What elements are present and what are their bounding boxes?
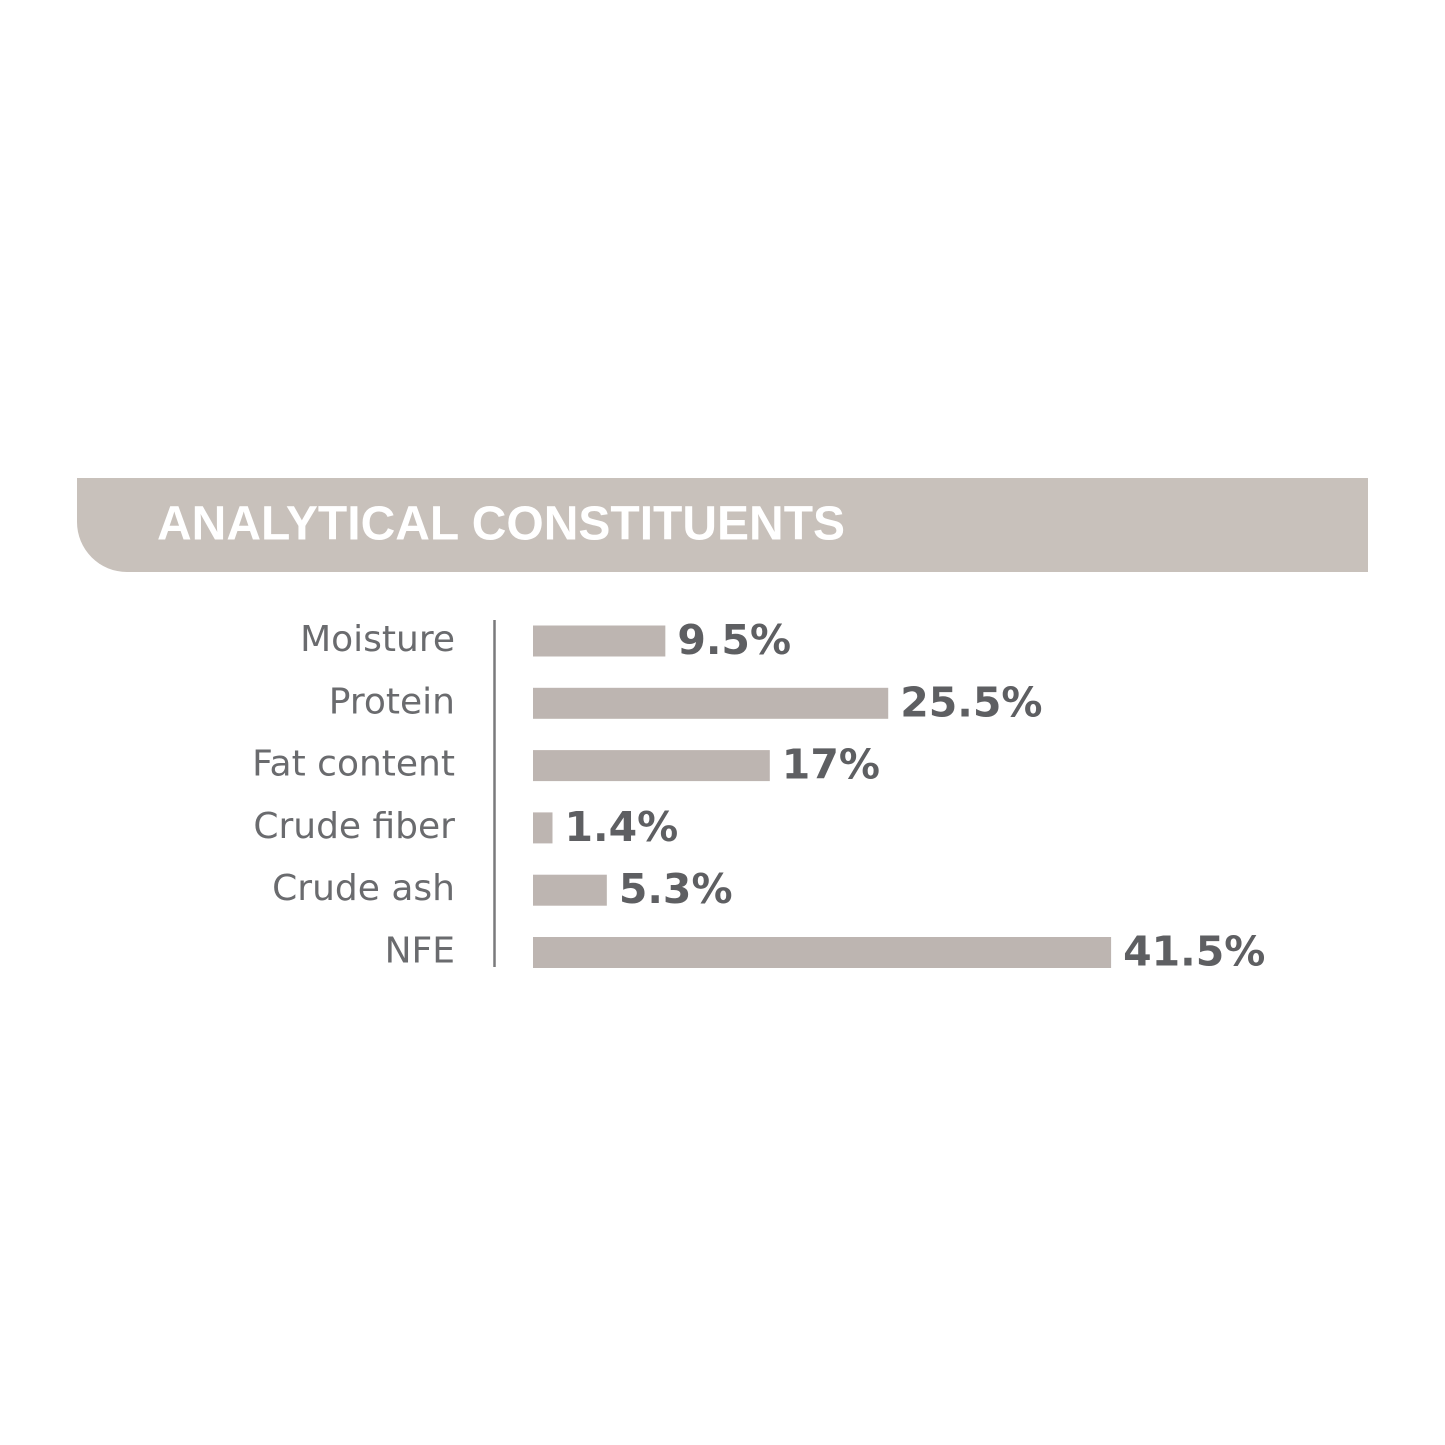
- header-band: [77, 478, 1368, 572]
- category-label: Crude fiber: [253, 806, 455, 847]
- bar: [533, 812, 553, 844]
- category-label: Moisture: [300, 619, 455, 660]
- value-label: 9.5%: [677, 616, 791, 664]
- bar: [533, 750, 770, 782]
- value-label: 17%: [782, 741, 880, 789]
- category-label: NFE: [385, 931, 455, 972]
- bar: [533, 874, 607, 906]
- category-label: Fat content: [252, 744, 455, 785]
- bar: [533, 937, 1112, 968]
- value-label: 1.4%: [565, 803, 679, 851]
- bar: [533, 625, 666, 657]
- category-label: Crude ash: [272, 868, 455, 909]
- value-label: 5.3%: [619, 865, 733, 913]
- chart-title: ANALYTICAL CONSTITUENTS: [157, 498, 845, 551]
- value-label: 25.5%: [900, 678, 1042, 726]
- value-label: 41.5%: [1123, 928, 1265, 976]
- category-label: Protein: [329, 681, 455, 722]
- bar: [533, 687, 889, 719]
